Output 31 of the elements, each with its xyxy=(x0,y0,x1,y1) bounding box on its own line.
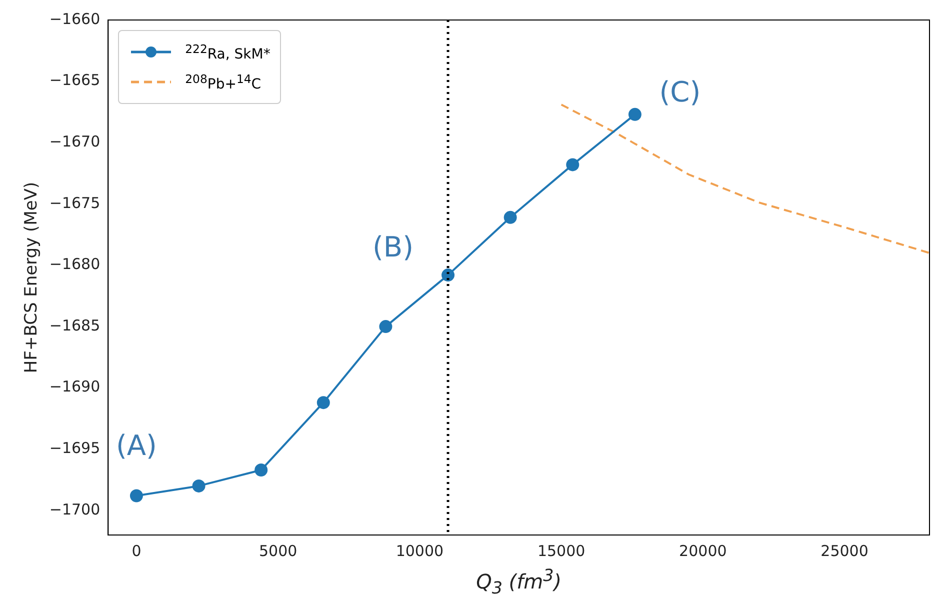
x-tick-label: 15000 xyxy=(537,542,586,560)
y-tick-label: −1700 xyxy=(49,500,100,518)
point xyxy=(316,396,330,410)
y-tick-label: −1665 xyxy=(49,71,100,90)
x-tick-label: 0 xyxy=(132,542,142,560)
point xyxy=(566,158,580,172)
point xyxy=(254,464,268,477)
y-tick-label: −1685 xyxy=(49,316,100,334)
legend-label: $^{222}$Ra, SkM* xyxy=(185,42,270,62)
annotation: (B) xyxy=(372,230,414,264)
point xyxy=(379,320,392,334)
point xyxy=(504,210,517,224)
line-series xyxy=(560,104,930,254)
y-tick-label: −1675 xyxy=(49,194,100,212)
x-tick-label: 10000 xyxy=(396,542,444,560)
y-tick-label: −1660 xyxy=(49,10,100,28)
y-tick-label: −1670 xyxy=(49,132,100,151)
y-tick-label: −1680 xyxy=(49,255,100,274)
point xyxy=(192,479,206,492)
y-tick-label: −1690 xyxy=(49,378,100,396)
x-tick-label: 25000 xyxy=(820,542,868,560)
annotation: (C) xyxy=(659,76,701,109)
point xyxy=(628,108,642,121)
x-tick-label: 20000 xyxy=(679,542,727,560)
annotation: (A) xyxy=(116,429,157,462)
legend-label: $^{208}$Pb+$^{14}$C xyxy=(185,72,262,92)
x-tick-label: 5000 xyxy=(258,542,298,560)
point xyxy=(130,489,143,502)
y-tick-label: −1695 xyxy=(49,439,100,458)
x-axis-title: Q$_{3}$ (fm$^{3}$) xyxy=(475,566,563,598)
y-axis-title: HF+BCS Energy (MeV) xyxy=(22,182,42,374)
